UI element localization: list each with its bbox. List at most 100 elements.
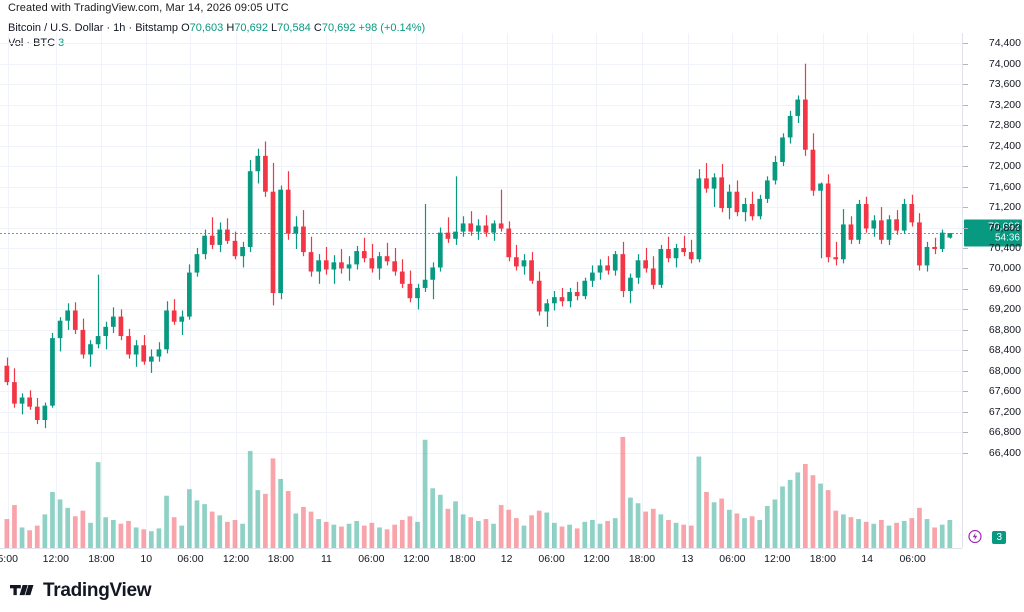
candle-body (894, 219, 899, 231)
tradingview-logo-icon (10, 584, 34, 595)
candle-body (901, 203, 907, 231)
candle-body (80, 329, 86, 355)
candle-body (696, 178, 702, 260)
candle-body (19, 397, 25, 404)
volume-bar (818, 483, 823, 548)
time-axis-tick: 18:00 (628, 553, 656, 565)
legend-exchange[interactable]: Bitstamp (135, 22, 179, 34)
price-tick-dash (963, 309, 968, 311)
candle-body (848, 224, 854, 240)
volume-bar (772, 499, 778, 548)
candle-body (263, 155, 268, 192)
legend-close-value: 70,692 (321, 22, 356, 34)
candle-body (65, 310, 71, 321)
volume-bar (924, 519, 930, 548)
volume-bar (552, 522, 557, 548)
volume-bar (316, 519, 321, 548)
volume-bar (582, 521, 588, 548)
time-axis-tick: 18:00 (267, 553, 295, 565)
candle-body (110, 316, 116, 327)
volume-bar (787, 479, 793, 548)
price-tick-dash (963, 329, 968, 331)
candle-body (612, 254, 618, 271)
candle-body (673, 248, 679, 259)
price-tick-dash (963, 288, 968, 290)
volume-bar (749, 516, 755, 548)
candle-body (886, 219, 892, 240)
lightning-icon[interactable] (966, 530, 984, 543)
volume-bar (164, 495, 169, 548)
volume-bar (194, 500, 200, 548)
candle-body (126, 336, 131, 355)
candle-body (316, 260, 321, 272)
volume-bar (833, 510, 839, 548)
price-tick-dash (963, 207, 968, 209)
candle-body (194, 254, 200, 273)
volume-bar (635, 503, 641, 548)
candle-body (232, 240, 238, 257)
volume-bar (339, 526, 344, 548)
time-axis-tick: 13 (681, 553, 694, 565)
candle-body (917, 222, 922, 266)
legend-main-row: Bitcoin / U.S. Dollar · 1h · Bitstamp O7… (8, 21, 425, 35)
volume-bar (514, 518, 519, 548)
volume-bar (323, 521, 329, 548)
price-axis-tick: 69,600 (963, 283, 1021, 295)
price-tick-dash (963, 104, 968, 106)
price-axis[interactable]: 70,692 54:36 3 74,400 74,000 73,600 73,200 7… (962, 33, 1024, 548)
volume-bar (475, 520, 481, 548)
price-axis-tick: 74,000 (963, 58, 1021, 70)
current-price-tag: 70,692 54:36 (964, 219, 1022, 247)
volume-bar (399, 520, 405, 548)
candle-body (27, 397, 33, 407)
candle-body (57, 320, 63, 339)
candle-body (521, 260, 527, 267)
volume-bar (650, 508, 656, 548)
volume-bar (947, 520, 953, 548)
time-axis-tick: 12:00 (764, 553, 791, 565)
chart-gridlines (0, 33, 962, 548)
candle-body (392, 261, 398, 272)
legend-change-percent: (+0.14%) (380, 22, 426, 34)
legend-low-value: 70,584 (277, 22, 311, 34)
candle-body (514, 257, 519, 267)
volume-bar (88, 522, 93, 548)
candle-body (453, 231, 458, 239)
time-axis-tick: 06:00 (899, 553, 926, 565)
current-price-value: 70,692 (987, 220, 1020, 233)
volume-bar (597, 523, 603, 548)
legend-symbol[interactable]: Bitcoin / U.S. Dollar (8, 22, 104, 34)
time-axis-tick: 11 (320, 553, 332, 565)
bar-countdown: 54:36 (994, 232, 1020, 244)
candle-body (133, 345, 139, 355)
candle-body (475, 225, 481, 232)
candle-body (795, 99, 801, 116)
candle-body (483, 225, 489, 233)
candle-body (164, 310, 169, 350)
candle-body (422, 279, 428, 288)
candle-body (863, 203, 869, 229)
legend-interval[interactable]: 1h (113, 22, 126, 34)
time-axis-tick: 12:00 (583, 553, 610, 565)
candle-body (369, 258, 375, 269)
legend-separator-2: · (128, 22, 133, 34)
candle-body (825, 183, 831, 258)
volume-bar (696, 456, 702, 548)
legend-high-label: H (226, 22, 235, 34)
candle-body (103, 326, 109, 337)
volume-bar (232, 520, 238, 548)
candle-body (361, 251, 367, 259)
candle-body (764, 180, 770, 199)
candle-body (635, 260, 641, 278)
chart-plot-area[interactable] (0, 33, 962, 548)
time-axis[interactable]: 5:00 12:00 18:00 10 06:00 12:00 18:00 11 06:00 12… (0, 548, 962, 571)
candle-body (148, 356, 154, 362)
volume-bar (430, 488, 436, 548)
legend-open-value: 70,603 (189, 22, 224, 34)
candle-body (681, 248, 687, 253)
price-tick-dash (963, 411, 968, 413)
volume-bar (491, 523, 496, 548)
price-axis-tick: 73,600 (963, 78, 1021, 90)
time-axis-tick: 14 (861, 553, 873, 565)
candle-body (544, 303, 550, 312)
